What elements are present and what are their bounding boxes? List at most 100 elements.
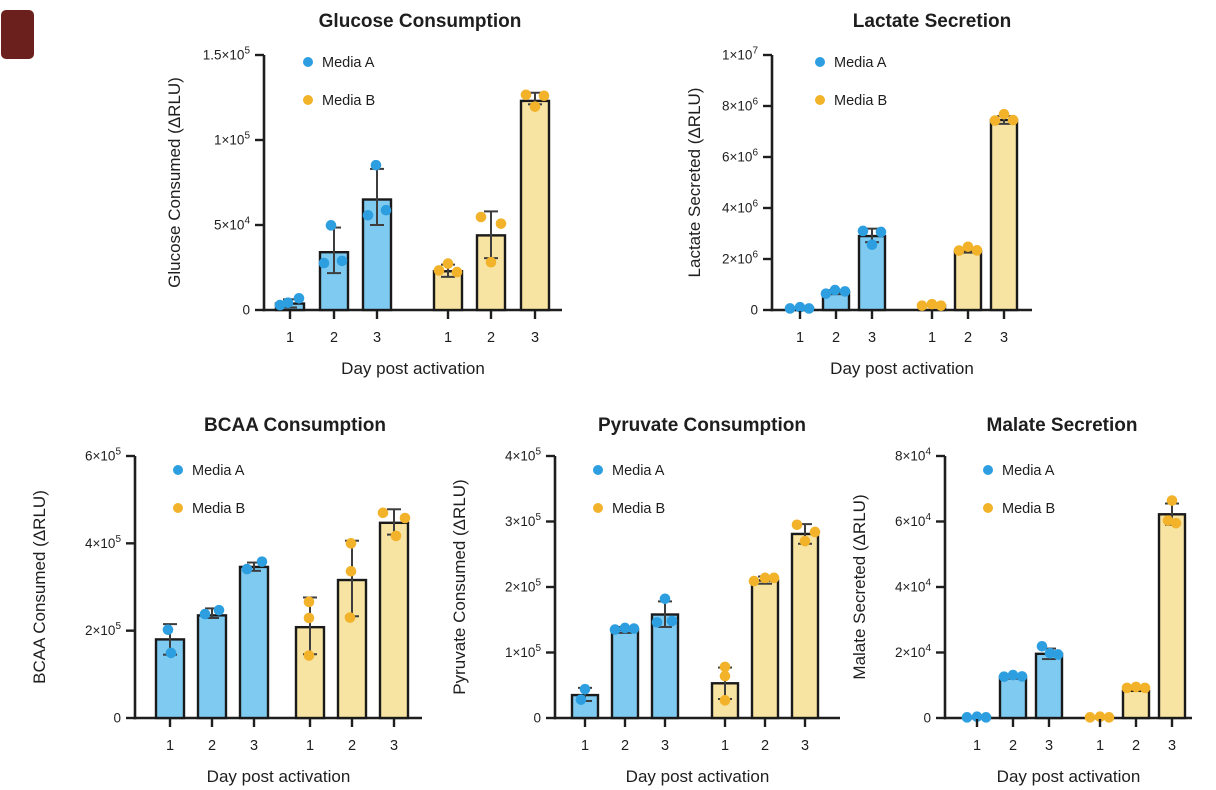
bar-A-day3 xyxy=(650,613,680,720)
bar-B-day3 xyxy=(989,118,1019,312)
data-point-A xyxy=(829,284,841,296)
chart-glucose: Glucose Consumption Glucose Consumed (ΔRL… xyxy=(150,0,580,392)
legend-dot-a xyxy=(173,465,183,475)
x-tick-label: 1 xyxy=(444,330,452,346)
data-point-A xyxy=(651,617,663,628)
data-point-A xyxy=(857,225,869,237)
data-point-B xyxy=(1121,682,1133,694)
legend-label-b: Media B xyxy=(1002,501,1055,517)
y-tick-label: 0 xyxy=(750,303,758,318)
chart-pyruvate: Pyruvate Consumption Pyruvate Consumed (Δ… xyxy=(440,398,860,790)
chart-svg-lactate: Lactate Secretion Lactate Secreted (ΔRLU)… xyxy=(685,11,1032,378)
data-point-A xyxy=(794,301,806,313)
chart-title: BCAA Consumption xyxy=(204,415,386,436)
y-tick-label: 1×105 xyxy=(214,131,250,148)
data-point-A xyxy=(325,220,337,231)
bar-B-day3 xyxy=(378,521,410,720)
y-tick-label: 4×104 xyxy=(895,578,931,595)
y-tick-label: 3×105 xyxy=(505,512,541,529)
x-tick-label: 2 xyxy=(208,738,216,754)
data-point-A xyxy=(961,712,973,723)
y-tick-label: 6×105 xyxy=(85,447,121,464)
bar-A-day2 xyxy=(610,628,640,720)
legend-dot-b xyxy=(303,95,313,105)
data-point-B xyxy=(791,519,803,531)
data-point-A xyxy=(803,303,815,314)
chart-svg-pyruvate: Pyruvate Consumption Pyruvate Consumed (Δ… xyxy=(450,415,840,786)
data-point-A xyxy=(336,255,348,267)
chart-svg-malate: Malate Secretion Malate Secreted (ΔRLU) 0 2… xyxy=(850,415,1192,786)
x-tick-label: 3 xyxy=(1045,738,1053,754)
y-tick-label: 1.5×105 xyxy=(203,46,251,63)
x-tick-label: 2 xyxy=(348,738,356,754)
data-point-B xyxy=(345,538,357,549)
legend-label-a: Media A xyxy=(1002,463,1055,479)
data-point-A xyxy=(162,624,174,636)
data-point-B xyxy=(442,258,454,269)
data-point-B xyxy=(971,245,983,256)
data-point-A xyxy=(1052,649,1064,660)
bar-A-day3 xyxy=(238,565,270,720)
data-point-B xyxy=(485,256,497,268)
x-axis-label: Day post activation xyxy=(207,767,351,786)
data-point-B xyxy=(962,241,974,253)
data-point-B xyxy=(451,266,463,278)
y-axis-label: Malate Secreted (ΔRLU) xyxy=(850,494,869,679)
data-point-B xyxy=(1166,495,1178,506)
data-point-A xyxy=(971,711,983,722)
data-point-B xyxy=(1094,711,1106,722)
data-point-A xyxy=(274,299,286,311)
chart-lactate: Lactate Secretion Lactate Secreted (ΔRLU)… xyxy=(660,0,1060,392)
data-point-B xyxy=(809,526,821,538)
x-tick-label: 3 xyxy=(661,738,669,754)
bar-B-day2 xyxy=(953,250,983,312)
data-point-B xyxy=(1162,515,1174,526)
y-tick-label: 2×106 xyxy=(722,250,758,267)
x-tick-label: 3 xyxy=(531,330,539,346)
y-tick-label: 0 xyxy=(113,711,121,726)
data-point-A xyxy=(380,204,392,216)
bar-B-day2 xyxy=(1121,689,1151,720)
data-point-B xyxy=(935,300,947,311)
legend-dot-b xyxy=(983,503,993,513)
bar-A-day2 xyxy=(998,676,1028,720)
legend-label-a: Media A xyxy=(834,55,887,71)
data-point-A xyxy=(1016,671,1028,682)
chart-title: Glucose Consumption xyxy=(319,11,522,32)
y-tick-label: 8×106 xyxy=(722,97,758,114)
data-point-A xyxy=(293,292,305,304)
data-point-B xyxy=(529,101,541,112)
legend-label-b: Media B xyxy=(612,501,665,517)
x-tick-label: 1 xyxy=(581,738,589,754)
data-point-B xyxy=(953,245,965,256)
data-point-B xyxy=(377,507,389,519)
x-tick-label: 2 xyxy=(487,330,495,346)
x-tick-label: 2 xyxy=(1009,738,1017,754)
legend-dot-b xyxy=(173,503,183,513)
legend-dot-a xyxy=(593,465,603,475)
bar-B-day2 xyxy=(750,579,780,720)
x-tick-label: 3 xyxy=(868,330,876,346)
data-point-B xyxy=(719,661,731,673)
x-tick-label: 3 xyxy=(1000,330,1008,346)
x-tick-label: 1 xyxy=(286,330,294,346)
y-tick-label: 6×106 xyxy=(722,148,758,165)
data-point-A xyxy=(1044,647,1056,659)
data-point-B xyxy=(1103,712,1115,723)
x-tick-label: 3 xyxy=(390,738,398,754)
y-tick-label: 0 xyxy=(242,303,250,318)
data-point-A xyxy=(866,239,878,251)
data-point-B xyxy=(759,572,771,584)
legend-label-b: Media B xyxy=(322,93,375,109)
data-point-B xyxy=(1170,517,1182,529)
data-point-B xyxy=(303,650,315,661)
data-point-B xyxy=(303,612,315,624)
legend-dot-a xyxy=(983,465,993,475)
data-point-A xyxy=(579,683,591,695)
bar-B-day1 xyxy=(432,270,464,312)
legend-label-a: Media A xyxy=(322,55,375,71)
data-point-A xyxy=(318,257,330,269)
data-point-A xyxy=(370,159,382,171)
x-tick-label: 1 xyxy=(166,738,174,754)
